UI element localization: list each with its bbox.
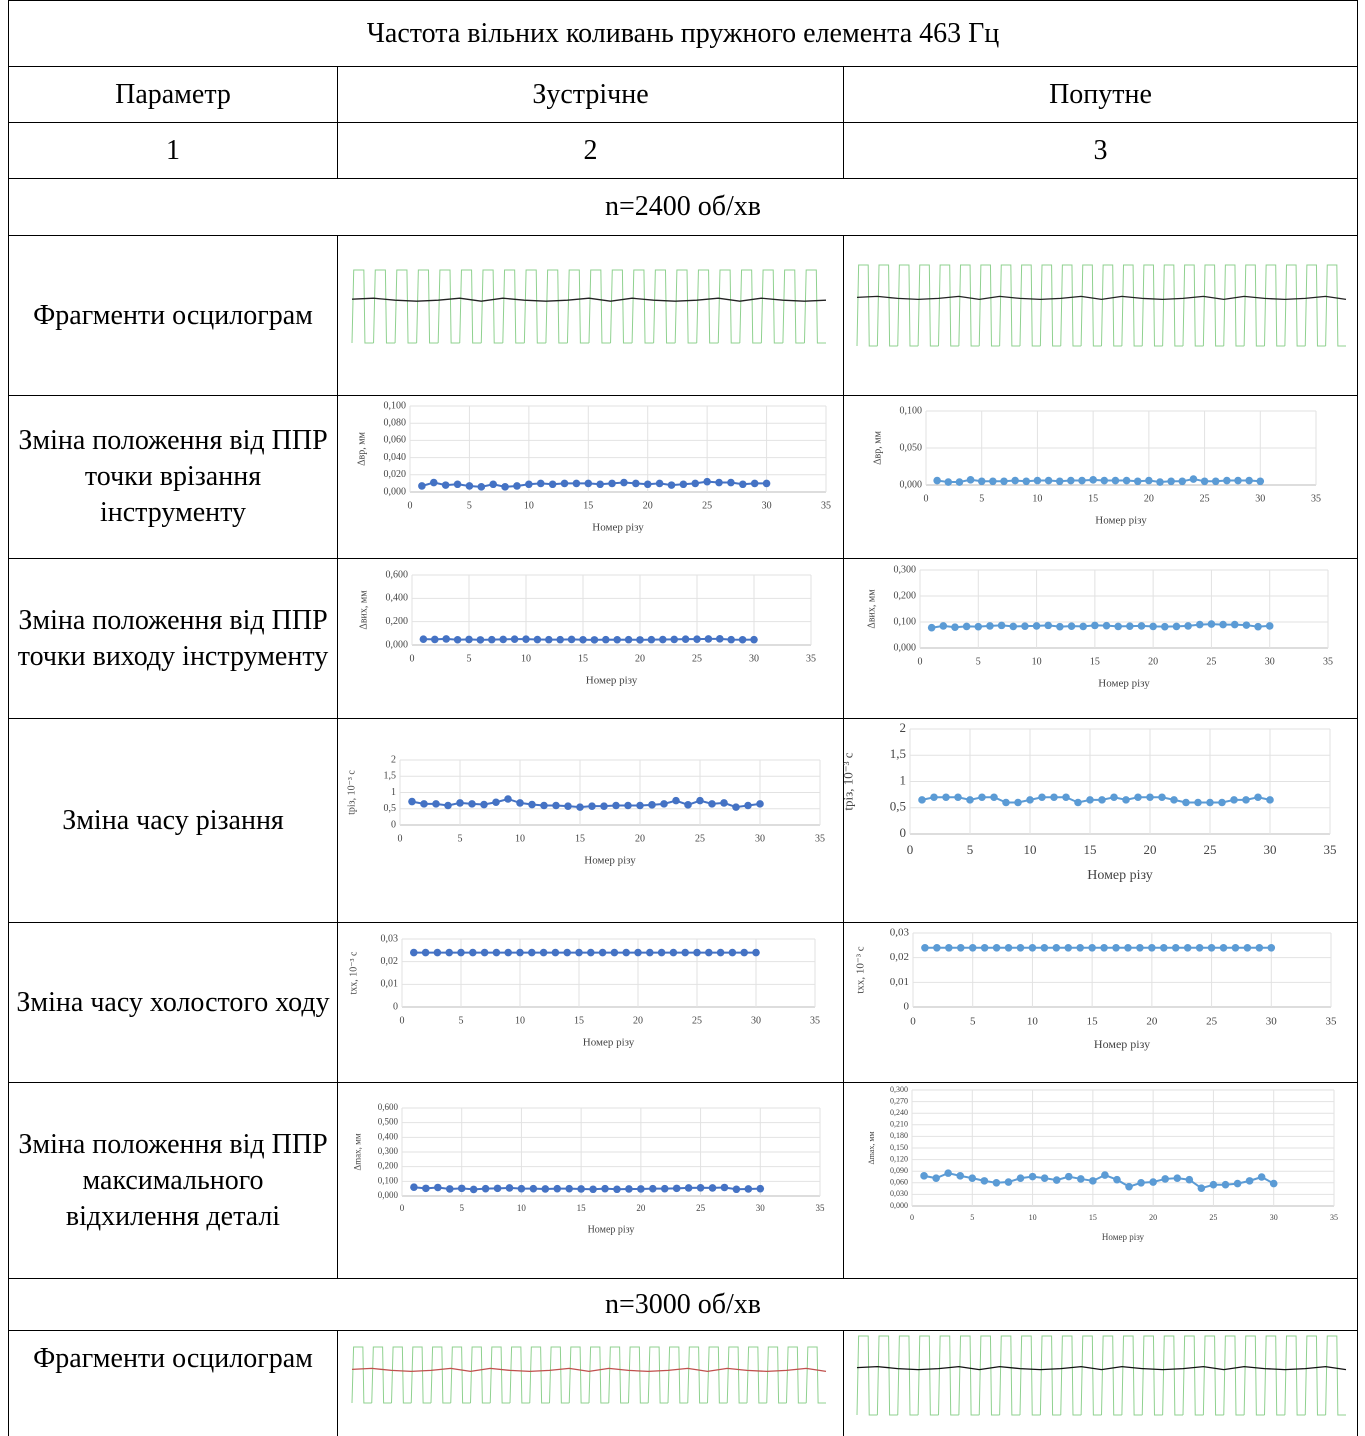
column-number: 3 <box>844 123 1358 179</box>
row-label: Фрагменти осцилограм <box>9 236 338 396</box>
row-label: Зміна положення від ППР точки врізання і… <box>9 396 338 559</box>
row-label: Зміна положення від ППР точки виходу інс… <box>9 559 338 719</box>
page: Частота вільних коливань пружного елемен… <box>0 0 1365 1436</box>
row-label: Зміна часу холостого ходу <box>9 923 338 1083</box>
column-number: 1 <box>9 123 338 179</box>
row-label: Зміна положення від ППР максимального ві… <box>9 1083 338 1279</box>
header-cell: Зустрічне <box>338 67 844 123</box>
row-label: Зміна часу різання <box>9 719 338 923</box>
section-label: n=3000 об/хв <box>9 1279 1358 1331</box>
column-number: 2 <box>338 123 844 179</box>
row-label: Фрагменти осцилограм <box>9 1331 338 1436</box>
header-cell: Попутне <box>844 67 1358 123</box>
results-table: Частота вільних коливань пружного елемен… <box>8 0 1358 1436</box>
section-label: n=2400 об/хв <box>9 179 1358 236</box>
header-cell: Параметр <box>9 67 338 123</box>
table-title: Частота вільних коливань пружного елемен… <box>9 1 1358 67</box>
